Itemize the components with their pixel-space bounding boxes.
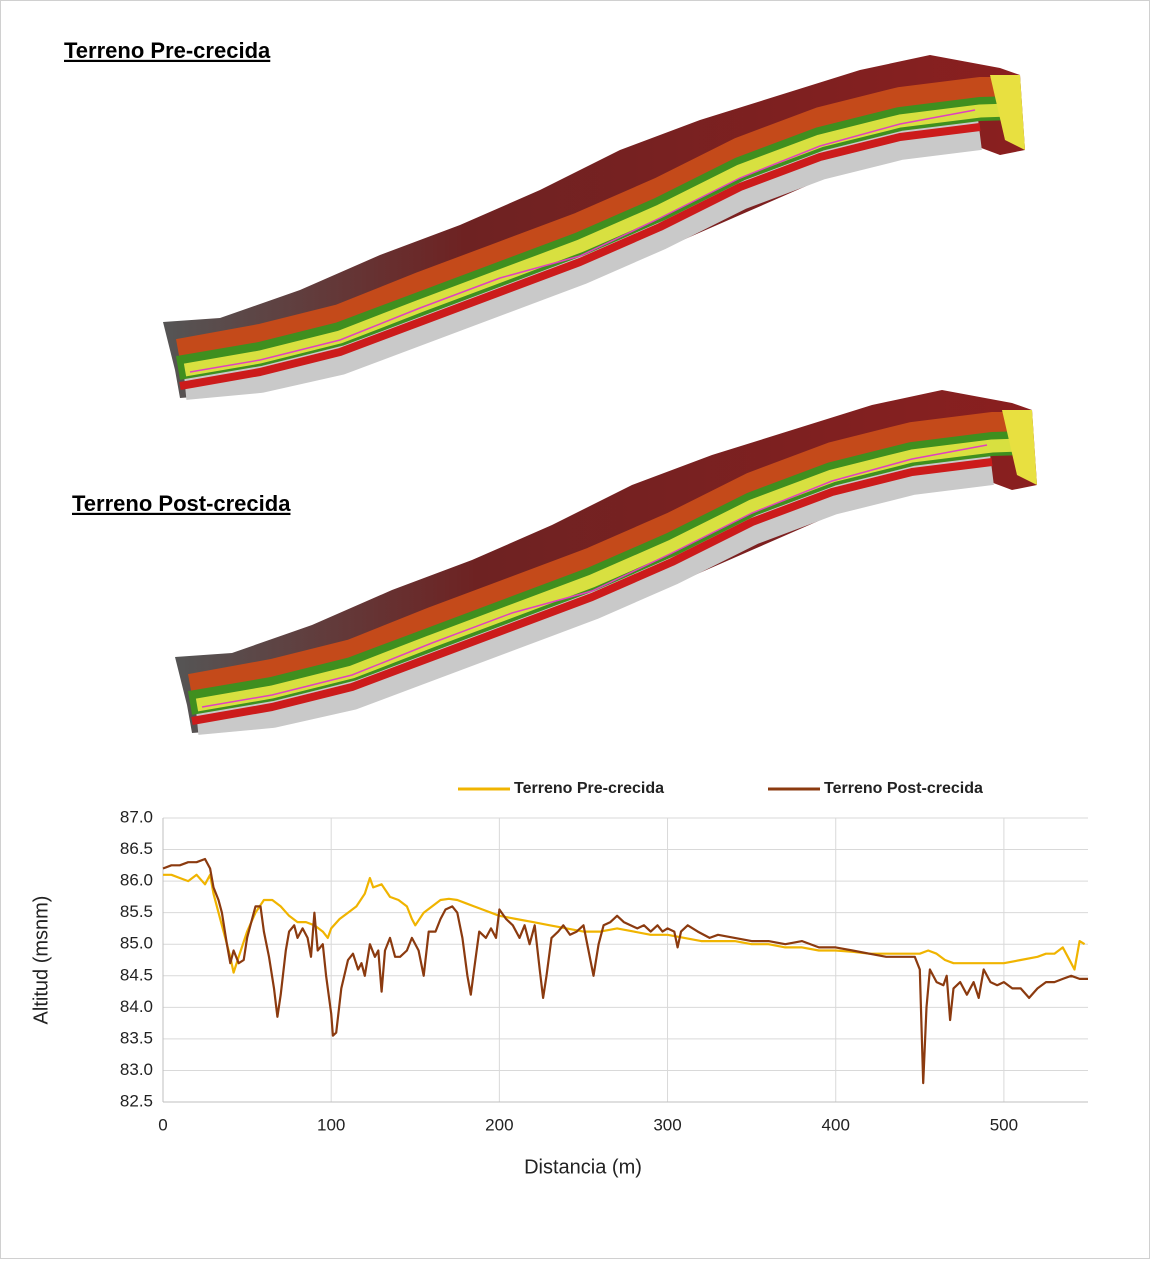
legend-label: Terreno Pre-crecida xyxy=(514,780,664,797)
x-tick-label: 0 xyxy=(158,1115,167,1134)
x-axis-title: Distancia (m) xyxy=(524,1156,642,1178)
figure: Terreno Pre-crecida Terreno Post-crecida… xyxy=(0,0,1150,1259)
x-tick-label: 200 xyxy=(485,1115,513,1134)
page: Terreno Pre-crecida Terreno Post-crecida… xyxy=(0,0,1150,1264)
y-tick-label: 84.5 xyxy=(120,965,153,984)
y-tick-label: 85.0 xyxy=(120,934,153,953)
x-tick-label: 400 xyxy=(822,1115,850,1134)
y-tick-label: 87.0 xyxy=(120,807,153,826)
y-tick-label: 86.5 xyxy=(120,839,153,858)
y-tick-label: 84.0 xyxy=(120,997,153,1016)
y-axis-title: Altitud (msnm) xyxy=(30,896,52,1025)
y-tick-label: 83.0 xyxy=(120,1060,153,1079)
x-tick-label: 300 xyxy=(653,1115,681,1134)
x-tick-label: 100 xyxy=(317,1115,345,1134)
image-label: Terreno Pre-crecida xyxy=(64,38,271,63)
y-tick-label: 85.5 xyxy=(120,902,153,921)
x-tick-label: 500 xyxy=(990,1115,1018,1134)
y-tick-label: 82.5 xyxy=(120,1091,153,1110)
y-tick-label: 83.5 xyxy=(120,1028,153,1047)
y-tick-label: 86.0 xyxy=(120,871,153,890)
legend-label: Terreno Post-crecida xyxy=(824,780,983,797)
image-label: Terreno Post-crecida xyxy=(72,491,291,516)
